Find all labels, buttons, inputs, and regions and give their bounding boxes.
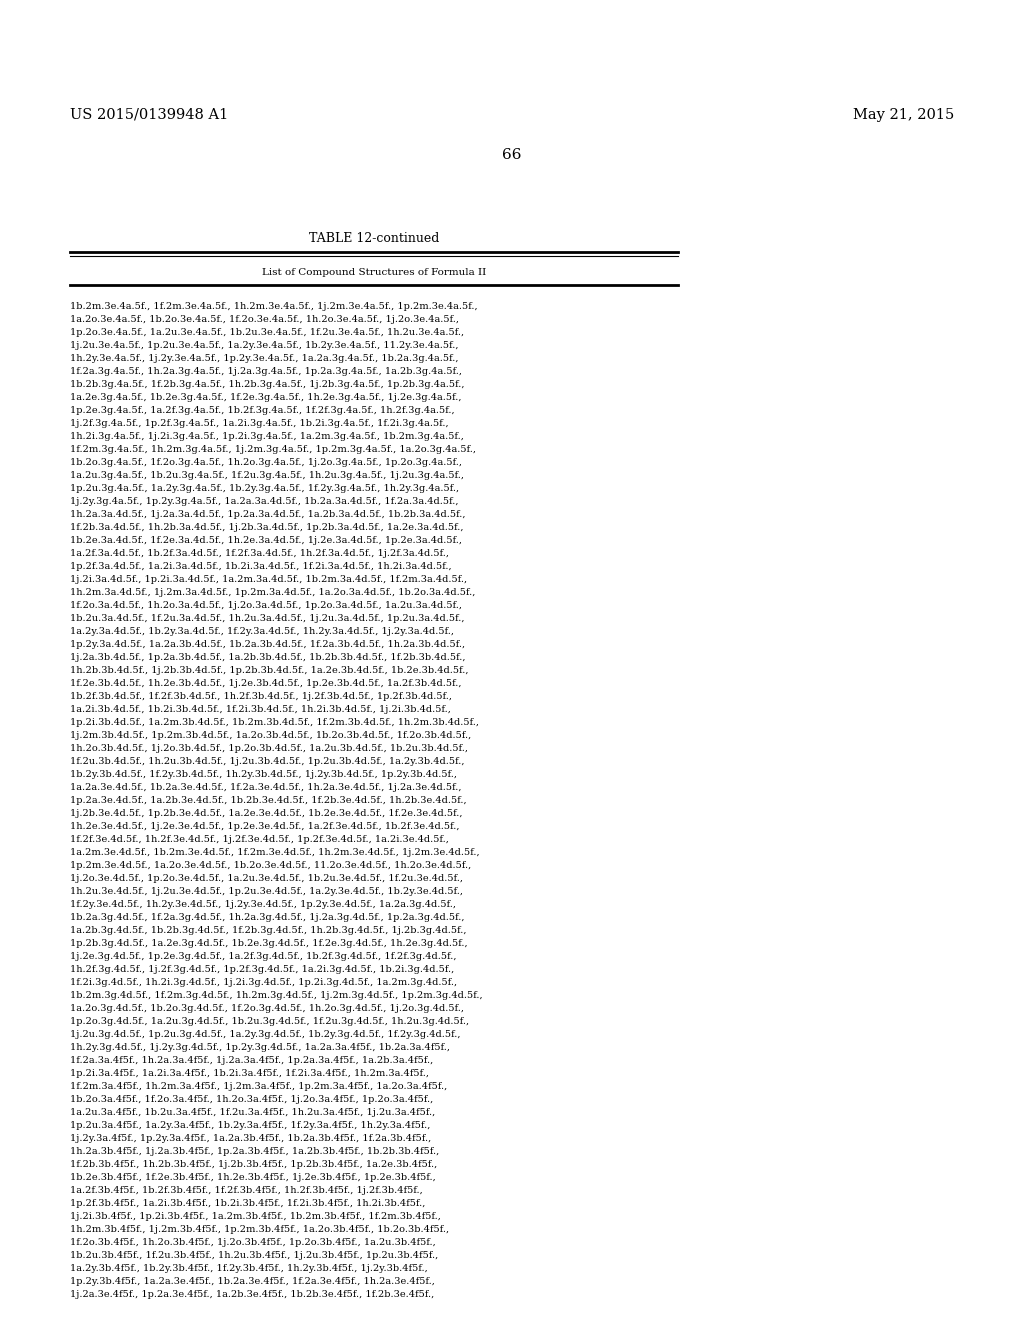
Text: 1f.2b.3a.4d.5f., 1h.2b.3a.4d.5f., 1j.2b.3a.4d.5f., 1p.2b.3a.4d.5f., 1a.2e.3a.4d.: 1f.2b.3a.4d.5f., 1h.2b.3a.4d.5f., 1j.2b.… bbox=[70, 523, 463, 532]
Text: 1f.2f.3e.4d.5f., 1h.2f.3e.4d.5f., 1j.2f.3e.4d.5f., 1p.2f.3e.4d.5f., 1a.2i.3e.4d.: 1f.2f.3e.4d.5f., 1h.2f.3e.4d.5f., 1j.2f.… bbox=[70, 836, 449, 843]
Text: 1a.2y.3b.4f5f., 1b.2y.3b.4f5f., 1f.2y.3b.4f5f., 1h.2y.3b.4f5f., 1j.2y.3b.4f5f.,: 1a.2y.3b.4f5f., 1b.2y.3b.4f5f., 1f.2y.3b… bbox=[70, 1265, 427, 1272]
Text: 1p.2i.3a.4f5f., 1a.2i.3a.4f5f., 1b.2i.3a.4f5f., 1f.2i.3a.4f5f., 1h.2m.3a.4f5f.,: 1p.2i.3a.4f5f., 1a.2i.3a.4f5f., 1b.2i.3a… bbox=[70, 1069, 429, 1078]
Text: 1j.2f.3g.4a.5f., 1p.2f.3g.4a.5f., 1a.2i.3g.4a.5f., 1b.2i.3g.4a.5f., 1f.2i.3g.4a.: 1j.2f.3g.4a.5f., 1p.2f.3g.4a.5f., 1a.2i.… bbox=[70, 418, 449, 428]
Text: 1a.2e.3g.4a.5f., 1b.2e.3g.4a.5f., 1f.2e.3g.4a.5f., 1h.2e.3g.4a.5f., 1j.2e.3g.4a.: 1a.2e.3g.4a.5f., 1b.2e.3g.4a.5f., 1f.2e.… bbox=[70, 393, 461, 403]
Text: 1a.2i.3b.4d.5f., 1b.2i.3b.4d.5f., 1f.2i.3b.4d.5f., 1h.2i.3b.4d.5f., 1j.2i.3b.4d.: 1a.2i.3b.4d.5f., 1b.2i.3b.4d.5f., 1f.2i.… bbox=[70, 705, 451, 714]
Text: 1f.2m.3a.4f5f., 1h.2m.3a.4f5f., 1j.2m.3a.4f5f., 1p.2m.3a.4f5f., 1a.2o.3a.4f5f.,: 1f.2m.3a.4f5f., 1h.2m.3a.4f5f., 1j.2m.3a… bbox=[70, 1082, 446, 1092]
Text: 1f.2y.3e.4d.5f., 1h.2y.3e.4d.5f., 1j.2y.3e.4d.5f., 1p.2y.3e.4d.5f., 1a.2a.3g.4d.: 1f.2y.3e.4d.5f., 1h.2y.3e.4d.5f., 1j.2y.… bbox=[70, 900, 456, 909]
Text: 1a.2m.3e.4d.5f., 1b.2m.3e.4d.5f., 1f.2m.3e.4d.5f., 1h.2m.3e.4d.5f., 1j.2m.3e.4d.: 1a.2m.3e.4d.5f., 1b.2m.3e.4d.5f., 1f.2m.… bbox=[70, 847, 479, 857]
Text: 1j.2a.3b.4d.5f., 1p.2a.3b.4d.5f., 1a.2b.3b.4d.5f., 1b.2b.3b.4d.5f., 1f.2b.3b.4d.: 1j.2a.3b.4d.5f., 1p.2a.3b.4d.5f., 1a.2b.… bbox=[70, 653, 465, 663]
Text: 1h.2b.3b.4d.5f., 1j.2b.3b.4d.5f., 1p.2b.3b.4d.5f., 1a.2e.3b.4d.5f., 1b.2e.3b.4d.: 1h.2b.3b.4d.5f., 1j.2b.3b.4d.5f., 1p.2b.… bbox=[70, 667, 468, 675]
Text: 1p.2o.3e.4a.5f., 1a.2u.3e.4a.5f., 1b.2u.3e.4a.5f., 1f.2u.3e.4a.5f., 1h.2u.3e.4a.: 1p.2o.3e.4a.5f., 1a.2u.3e.4a.5f., 1b.2u.… bbox=[70, 327, 464, 337]
Text: 1j.2i.3a.4d.5f., 1p.2i.3a.4d.5f., 1a.2m.3a.4d.5f., 1b.2m.3a.4d.5f., 1f.2m.3a.4d.: 1j.2i.3a.4d.5f., 1p.2i.3a.4d.5f., 1a.2m.… bbox=[70, 576, 467, 583]
Text: 1b.2b.3g.4a.5f., 1f.2b.3g.4a.5f., 1h.2b.3g.4a.5f., 1j.2b.3g.4a.5f., 1p.2b.3g.4a.: 1b.2b.3g.4a.5f., 1f.2b.3g.4a.5f., 1h.2b.… bbox=[70, 380, 464, 389]
Text: 1j.2u.3g.4d.5f., 1p.2u.3g.4d.5f., 1a.2y.3g.4d.5f., 1b.2y.3g.4d.5f., 1f.2y.3g.4d.: 1j.2u.3g.4d.5f., 1p.2u.3g.4d.5f., 1a.2y.… bbox=[70, 1030, 460, 1039]
Text: 1a.2u.3a.4f5f., 1b.2u.3a.4f5f., 1f.2u.3a.4f5f., 1h.2u.3a.4f5f., 1j.2u.3a.4f5f.,: 1a.2u.3a.4f5f., 1b.2u.3a.4f5f., 1f.2u.3a… bbox=[70, 1107, 435, 1117]
Text: 1b.2m.3e.4a.5f., 1f.2m.3e.4a.5f., 1h.2m.3e.4a.5f., 1j.2m.3e.4a.5f., 1p.2m.3e.4a.: 1b.2m.3e.4a.5f., 1f.2m.3e.4a.5f., 1h.2m.… bbox=[70, 302, 477, 312]
Text: 1f.2a.3g.4a.5f., 1h.2a.3g.4a.5f., 1j.2a.3g.4a.5f., 1p.2a.3g.4a.5f., 1a.2b.3g.4a.: 1f.2a.3g.4a.5f., 1h.2a.3g.4a.5f., 1j.2a.… bbox=[70, 367, 462, 376]
Text: 1b.2u.3a.4d.5f., 1f.2u.3a.4d.5f., 1h.2u.3a.4d.5f., 1j.2u.3a.4d.5f., 1p.2u.3a.4d.: 1b.2u.3a.4d.5f., 1f.2u.3a.4d.5f., 1h.2u.… bbox=[70, 614, 464, 623]
Text: 66: 66 bbox=[502, 148, 522, 162]
Text: 1j.2b.3e.4d.5f., 1p.2b.3e.4d.5f., 1a.2e.3e.4d.5f., 1b.2e.3e.4d.5f., 1f.2e.3e.4d.: 1j.2b.3e.4d.5f., 1p.2b.3e.4d.5f., 1a.2e.… bbox=[70, 809, 462, 818]
Text: US 2015/0139948 A1: US 2015/0139948 A1 bbox=[70, 108, 228, 121]
Text: 1h.2m.3b.4f5f., 1j.2m.3b.4f5f., 1p.2m.3b.4f5f., 1a.2o.3b.4f5f., 1b.2o.3b.4f5f.,: 1h.2m.3b.4f5f., 1j.2m.3b.4f5f., 1p.2m.3b… bbox=[70, 1225, 449, 1234]
Text: List of Compound Structures of Formula II: List of Compound Structures of Formula I… bbox=[262, 268, 485, 277]
Text: 1f.2b.3b.4f5f., 1h.2b.3b.4f5f., 1j.2b.3b.4f5f., 1p.2b.3b.4f5f., 1a.2e.3b.4f5f.,: 1f.2b.3b.4f5f., 1h.2b.3b.4f5f., 1j.2b.3b… bbox=[70, 1160, 437, 1170]
Text: 1p.2e.3g.4a.5f., 1a.2f.3g.4a.5f., 1b.2f.3g.4a.5f., 1f.2f.3g.4a.5f., 1h.2f.3g.4a.: 1p.2e.3g.4a.5f., 1a.2f.3g.4a.5f., 1b.2f.… bbox=[70, 407, 455, 414]
Text: 1f.2u.3b.4d.5f., 1h.2u.3b.4d.5f., 1j.2u.3b.4d.5f., 1p.2u.3b.4d.5f., 1a.2y.3b.4d.: 1f.2u.3b.4d.5f., 1h.2u.3b.4d.5f., 1j.2u.… bbox=[70, 756, 464, 766]
Text: 1p.2u.3g.4a.5f., 1a.2y.3g.4a.5f., 1b.2y.3g.4a.5f., 1f.2y.3g.4a.5f., 1h.2y.3g.4a.: 1p.2u.3g.4a.5f., 1a.2y.3g.4a.5f., 1b.2y.… bbox=[70, 484, 459, 492]
Text: 1h.2e.3e.4d.5f., 1j.2e.3e.4d.5f., 1p.2e.3e.4d.5f., 1a.2f.3e.4d.5f., 1b.2f.3e.4d.: 1h.2e.3e.4d.5f., 1j.2e.3e.4d.5f., 1p.2e.… bbox=[70, 822, 459, 832]
Text: 1a.2o.3e.4a.5f., 1b.2o.3e.4a.5f., 1f.2o.3e.4a.5f., 1h.2o.3e.4a.5f., 1j.2o.3e.4a.: 1a.2o.3e.4a.5f., 1b.2o.3e.4a.5f., 1f.2o.… bbox=[70, 315, 459, 323]
Text: 1b.2a.3g.4d.5f., 1f.2a.3g.4d.5f., 1h.2a.3g.4d.5f., 1j.2a.3g.4d.5f., 1p.2a.3g.4d.: 1b.2a.3g.4d.5f., 1f.2a.3g.4d.5f., 1h.2a.… bbox=[70, 913, 464, 921]
Text: 1b.2u.3b.4f5f., 1f.2u.3b.4f5f., 1h.2u.3b.4f5f., 1j.2u.3b.4f5f., 1p.2u.3b.4f5f.,: 1b.2u.3b.4f5f., 1f.2u.3b.4f5f., 1h.2u.3b… bbox=[70, 1251, 438, 1261]
Text: 1p.2y.3a.4d.5f., 1a.2a.3b.4d.5f., 1b.2a.3b.4d.5f., 1f.2a.3b.4d.5f., 1h.2a.3b.4d.: 1p.2y.3a.4d.5f., 1a.2a.3b.4d.5f., 1b.2a.… bbox=[70, 640, 465, 649]
Text: 1b.2o.3g.4a.5f., 1f.2o.3g.4a.5f., 1h.2o.3g.4a.5f., 1j.2o.3g.4a.5f., 1p.2o.3g.4a.: 1b.2o.3g.4a.5f., 1f.2o.3g.4a.5f., 1h.2o.… bbox=[70, 458, 462, 467]
Text: 1p.2u.3a.4f5f., 1a.2y.3a.4f5f., 1b.2y.3a.4f5f., 1f.2y.3a.4f5f., 1h.2y.3a.4f5f.,: 1p.2u.3a.4f5f., 1a.2y.3a.4f5f., 1b.2y.3a… bbox=[70, 1121, 430, 1130]
Text: 1j.2e.3g.4d.5f., 1p.2e.3g.4d.5f., 1a.2f.3g.4d.5f., 1b.2f.3g.4d.5f., 1f.2f.3g.4d.: 1j.2e.3g.4d.5f., 1p.2e.3g.4d.5f., 1a.2f.… bbox=[70, 952, 456, 961]
Text: 1a.2f.3b.4f5f., 1b.2f.3b.4f5f., 1f.2f.3b.4f5f., 1h.2f.3b.4f5f., 1j.2f.3b.4f5f.,: 1a.2f.3b.4f5f., 1b.2f.3b.4f5f., 1f.2f.3b… bbox=[70, 1185, 422, 1195]
Text: 1j.2u.3e.4a.5f., 1p.2u.3e.4a.5f., 1a.2y.3e.4a.5f., 1b.2y.3e.4a.5f., 11.2y.3e.4a.: 1j.2u.3e.4a.5f., 1p.2u.3e.4a.5f., 1a.2y.… bbox=[70, 341, 458, 350]
Text: 1p.2a.3e.4d.5f., 1a.2b.3e.4d.5f., 1b.2b.3e.4d.5f., 1f.2b.3e.4d.5f., 1h.2b.3e.4d.: 1p.2a.3e.4d.5f., 1a.2b.3e.4d.5f., 1b.2b.… bbox=[70, 796, 466, 805]
Text: TABLE 12-continued: TABLE 12-continued bbox=[308, 232, 439, 246]
Text: 1j.2y.3a.4f5f., 1p.2y.3a.4f5f., 1a.2a.3b.4f5f., 1b.2a.3b.4f5f., 1f.2a.3b.4f5f.,: 1j.2y.3a.4f5f., 1p.2y.3a.4f5f., 1a.2a.3b… bbox=[70, 1134, 431, 1143]
Text: May 21, 2015: May 21, 2015 bbox=[853, 108, 954, 121]
Text: 1f.2a.3a.4f5f., 1h.2a.3a.4f5f., 1j.2a.3a.4f5f., 1p.2a.3a.4f5f., 1a.2b.3a.4f5f.,: 1f.2a.3a.4f5f., 1h.2a.3a.4f5f., 1j.2a.3a… bbox=[70, 1056, 433, 1065]
Text: 1h.2o.3b.4d.5f., 1j.2o.3b.4d.5f., 1p.2o.3b.4d.5f., 1a.2u.3b.4d.5f., 1b.2u.3b.4d.: 1h.2o.3b.4d.5f., 1j.2o.3b.4d.5f., 1p.2o.… bbox=[70, 744, 468, 752]
Text: 1h.2y.3e.4a.5f., 1j.2y.3e.4a.5f., 1p.2y.3e.4a.5f., 1a.2a.3g.4a.5f., 1b.2a.3g.4a.: 1h.2y.3e.4a.5f., 1j.2y.3e.4a.5f., 1p.2y.… bbox=[70, 354, 458, 363]
Text: 1f.2o.3b.4f5f., 1h.2o.3b.4f5f., 1j.2o.3b.4f5f., 1p.2o.3b.4f5f., 1a.2u.3b.4f5f.,: 1f.2o.3b.4f5f., 1h.2o.3b.4f5f., 1j.2o.3b… bbox=[70, 1238, 435, 1247]
Text: 1f.2m.3g.4a.5f., 1h.2m.3g.4a.5f., 1j.2m.3g.4a.5f., 1p.2m.3g.4a.5f., 1a.2o.3g.4a.: 1f.2m.3g.4a.5f., 1h.2m.3g.4a.5f., 1j.2m.… bbox=[70, 445, 475, 454]
Text: 1a.2a.3e.4d.5f., 1b.2a.3e.4d.5f., 1f.2a.3e.4d.5f., 1h.2a.3e.4d.5f., 1j.2a.3e.4d.: 1a.2a.3e.4d.5f., 1b.2a.3e.4d.5f., 1f.2a.… bbox=[70, 783, 461, 792]
Text: 1f.2i.3g.4d.5f., 1h.2i.3g.4d.5f., 1j.2i.3g.4d.5f., 1p.2i.3g.4d.5f., 1a.2m.3g.4d.: 1f.2i.3g.4d.5f., 1h.2i.3g.4d.5f., 1j.2i.… bbox=[70, 978, 457, 987]
Text: 1p.2m.3e.4d.5f., 1a.2o.3e.4d.5f., 1b.2o.3e.4d.5f., 11.2o.3e.4d.5f., 1h.2o.3e.4d.: 1p.2m.3e.4d.5f., 1a.2o.3e.4d.5f., 1b.2o.… bbox=[70, 861, 471, 870]
Text: 1a.2b.3g.4d.5f., 1b.2b.3g.4d.5f., 1f.2b.3g.4d.5f., 1h.2b.3g.4d.5f., 1j.2b.3g.4d.: 1a.2b.3g.4d.5f., 1b.2b.3g.4d.5f., 1f.2b.… bbox=[70, 927, 466, 935]
Text: 1h.2y.3g.4d.5f., 1j.2y.3g.4d.5f., 1p.2y.3g.4d.5f., 1a.2a.3a.4f5f., 1b.2a.3a.4f5f: 1h.2y.3g.4d.5f., 1j.2y.3g.4d.5f., 1p.2y.… bbox=[70, 1043, 450, 1052]
Text: 1a.2f.3a.4d.5f., 1b.2f.3a.4d.5f., 1f.2f.3a.4d.5f., 1h.2f.3a.4d.5f., 1j.2f.3a.4d.: 1a.2f.3a.4d.5f., 1b.2f.3a.4d.5f., 1f.2f.… bbox=[70, 549, 449, 558]
Text: 1b.2m.3g.4d.5f., 1f.2m.3g.4d.5f., 1h.2m.3g.4d.5f., 1j.2m.3g.4d.5f., 1p.2m.3g.4d.: 1b.2m.3g.4d.5f., 1f.2m.3g.4d.5f., 1h.2m.… bbox=[70, 991, 482, 1001]
Text: 1f.2e.3b.4d.5f., 1h.2e.3b.4d.5f., 1j.2e.3b.4d.5f., 1p.2e.3b.4d.5f., 1a.2f.3b.4d.: 1f.2e.3b.4d.5f., 1h.2e.3b.4d.5f., 1j.2e.… bbox=[70, 678, 461, 688]
Text: 1p.2y.3b.4f5f., 1a.2a.3e.4f5f., 1b.2a.3e.4f5f., 1f.2a.3e.4f5f., 1h.2a.3e.4f5f.,: 1p.2y.3b.4f5f., 1a.2a.3e.4f5f., 1b.2a.3e… bbox=[70, 1276, 434, 1286]
Text: 1j.2m.3b.4d.5f., 1p.2m.3b.4d.5f., 1a.2o.3b.4d.5f., 1b.2o.3b.4d.5f., 1f.2o.3b.4d.: 1j.2m.3b.4d.5f., 1p.2m.3b.4d.5f., 1a.2o.… bbox=[70, 731, 471, 741]
Text: 1h.2u.3e.4d.5f., 1j.2u.3e.4d.5f., 1p.2u.3e.4d.5f., 1a.2y.3e.4d.5f., 1b.2y.3e.4d.: 1h.2u.3e.4d.5f., 1j.2u.3e.4d.5f., 1p.2u.… bbox=[70, 887, 463, 896]
Text: 1a.2u.3g.4a.5f., 1b.2u.3g.4a.5f., 1f.2u.3g.4a.5f., 1h.2u.3g.4a.5f., 1j.2u.3g.4a.: 1a.2u.3g.4a.5f., 1b.2u.3g.4a.5f., 1f.2u.… bbox=[70, 471, 464, 480]
Text: 1b.2y.3b.4d.5f., 1f.2y.3b.4d.5f., 1h.2y.3b.4d.5f., 1j.2y.3b.4d.5f., 1p.2y.3b.4d.: 1b.2y.3b.4d.5f., 1f.2y.3b.4d.5f., 1h.2y.… bbox=[70, 770, 457, 779]
Text: 1b.2e.3a.4d.5f., 1f.2e.3a.4d.5f., 1h.2e.3a.4d.5f., 1j.2e.3a.4d.5f., 1p.2e.3a.4d.: 1b.2e.3a.4d.5f., 1f.2e.3a.4d.5f., 1h.2e.… bbox=[70, 536, 462, 545]
Text: 1h.2i.3g.4a.5f., 1j.2i.3g.4a.5f., 1p.2i.3g.4a.5f., 1a.2m.3g.4a.5f., 1b.2m.3g.4a.: 1h.2i.3g.4a.5f., 1j.2i.3g.4a.5f., 1p.2i.… bbox=[70, 432, 464, 441]
Text: 1f.2o.3a.4d.5f., 1h.2o.3a.4d.5f., 1j.2o.3a.4d.5f., 1p.2o.3a.4d.5f., 1a.2u.3a.4d.: 1f.2o.3a.4d.5f., 1h.2o.3a.4d.5f., 1j.2o.… bbox=[70, 601, 462, 610]
Text: 1b.2f.3b.4d.5f., 1f.2f.3b.4d.5f., 1h.2f.3b.4d.5f., 1j.2f.3b.4d.5f., 1p.2f.3b.4d.: 1b.2f.3b.4d.5f., 1f.2f.3b.4d.5f., 1h.2f.… bbox=[70, 692, 452, 701]
Text: 1j.2a.3e.4f5f., 1p.2a.3e.4f5f., 1a.2b.3e.4f5f., 1b.2b.3e.4f5f., 1f.2b.3e.4f5f.,: 1j.2a.3e.4f5f., 1p.2a.3e.4f5f., 1a.2b.3e… bbox=[70, 1290, 434, 1299]
Text: 1j.2o.3e.4d.5f., 1p.2o.3e.4d.5f., 1a.2u.3e.4d.5f., 1b.2u.3e.4d.5f., 1f.2u.3e.4d.: 1j.2o.3e.4d.5f., 1p.2o.3e.4d.5f., 1a.2u.… bbox=[70, 874, 463, 883]
Text: 1h.2a.3a.4d.5f., 1j.2a.3a.4d.5f., 1p.2a.3a.4d.5f., 1a.2b.3a.4d.5f., 1b.2b.3a.4d.: 1h.2a.3a.4d.5f., 1j.2a.3a.4d.5f., 1p.2a.… bbox=[70, 510, 465, 519]
Text: 1p.2b.3g.4d.5f., 1a.2e.3g.4d.5f., 1b.2e.3g.4d.5f., 1f.2e.3g.4d.5f., 1h.2e.3g.4d.: 1p.2b.3g.4d.5f., 1a.2e.3g.4d.5f., 1b.2e.… bbox=[70, 939, 467, 948]
Text: 1a.2y.3a.4d.5f., 1b.2y.3a.4d.5f., 1f.2y.3a.4d.5f., 1h.2y.3a.4d.5f., 1j.2y.3a.4d.: 1a.2y.3a.4d.5f., 1b.2y.3a.4d.5f., 1f.2y.… bbox=[70, 627, 454, 636]
Text: 1p.2o.3g.4d.5f., 1a.2u.3g.4d.5f., 1b.2u.3g.4d.5f., 1f.2u.3g.4d.5f., 1h.2u.3g.4d.: 1p.2o.3g.4d.5f., 1a.2u.3g.4d.5f., 1b.2u.… bbox=[70, 1016, 469, 1026]
Text: 1h.2a.3b.4f5f., 1j.2a.3b.4f5f., 1p.2a.3b.4f5f., 1a.2b.3b.4f5f., 1b.2b.3b.4f5f.,: 1h.2a.3b.4f5f., 1j.2a.3b.4f5f., 1p.2a.3b… bbox=[70, 1147, 439, 1156]
Text: 1h.2m.3a.4d.5f., 1j.2m.3a.4d.5f., 1p.2m.3a.4d.5f., 1a.2o.3a.4d.5f., 1b.2o.3a.4d.: 1h.2m.3a.4d.5f., 1j.2m.3a.4d.5f., 1p.2m.… bbox=[70, 587, 475, 597]
Text: 1h.2f.3g.4d.5f., 1j.2f.3g.4d.5f., 1p.2f.3g.4d.5f., 1a.2i.3g.4d.5f., 1b.2i.3g.4d.: 1h.2f.3g.4d.5f., 1j.2f.3g.4d.5f., 1p.2f.… bbox=[70, 965, 454, 974]
Text: 1p.2i.3b.4d.5f., 1a.2m.3b.4d.5f., 1b.2m.3b.4d.5f., 1f.2m.3b.4d.5f., 1h.2m.3b.4d.: 1p.2i.3b.4d.5f., 1a.2m.3b.4d.5f., 1b.2m.… bbox=[70, 718, 478, 727]
Text: 1b.2e.3b.4f5f., 1f.2e.3b.4f5f., 1h.2e.3b.4f5f., 1j.2e.3b.4f5f., 1p.2e.3b.4f5f.,: 1b.2e.3b.4f5f., 1f.2e.3b.4f5f., 1h.2e.3b… bbox=[70, 1173, 435, 1181]
Text: 1p.2f.3a.4d.5f., 1a.2i.3a.4d.5f., 1b.2i.3a.4d.5f., 1f.2i.3a.4d.5f., 1h.2i.3a.4d.: 1p.2f.3a.4d.5f., 1a.2i.3a.4d.5f., 1b.2i.… bbox=[70, 562, 452, 572]
Text: 1p.2f.3b.4f5f., 1a.2i.3b.4f5f., 1b.2i.3b.4f5f., 1f.2i.3b.4f5f., 1h.2i.3b.4f5f.,: 1p.2f.3b.4f5f., 1a.2i.3b.4f5f., 1b.2i.3b… bbox=[70, 1199, 425, 1208]
Text: 1b.2o.3a.4f5f., 1f.2o.3a.4f5f., 1h.2o.3a.4f5f., 1j.2o.3a.4f5f., 1p.2o.3a.4f5f.,: 1b.2o.3a.4f5f., 1f.2o.3a.4f5f., 1h.2o.3a… bbox=[70, 1096, 433, 1104]
Text: 1j.2i.3b.4f5f., 1p.2i.3b.4f5f., 1a.2m.3b.4f5f., 1b.2m.3b.4f5f., 1f.2m.3b.4f5f.,: 1j.2i.3b.4f5f., 1p.2i.3b.4f5f., 1a.2m.3b… bbox=[70, 1212, 440, 1221]
Text: 1j.2y.3g.4a.5f., 1p.2y.3g.4a.5f., 1a.2a.3a.4d.5f., 1b.2a.3a.4d.5f., 1f.2a.3a.4d.: 1j.2y.3g.4a.5f., 1p.2y.3g.4a.5f., 1a.2a.… bbox=[70, 498, 458, 506]
Text: 1a.2o.3g.4d.5f., 1b.2o.3g.4d.5f., 1f.2o.3g.4d.5f., 1h.2o.3g.4d.5f., 1j.2o.3g.4d.: 1a.2o.3g.4d.5f., 1b.2o.3g.4d.5f., 1f.2o.… bbox=[70, 1005, 464, 1012]
